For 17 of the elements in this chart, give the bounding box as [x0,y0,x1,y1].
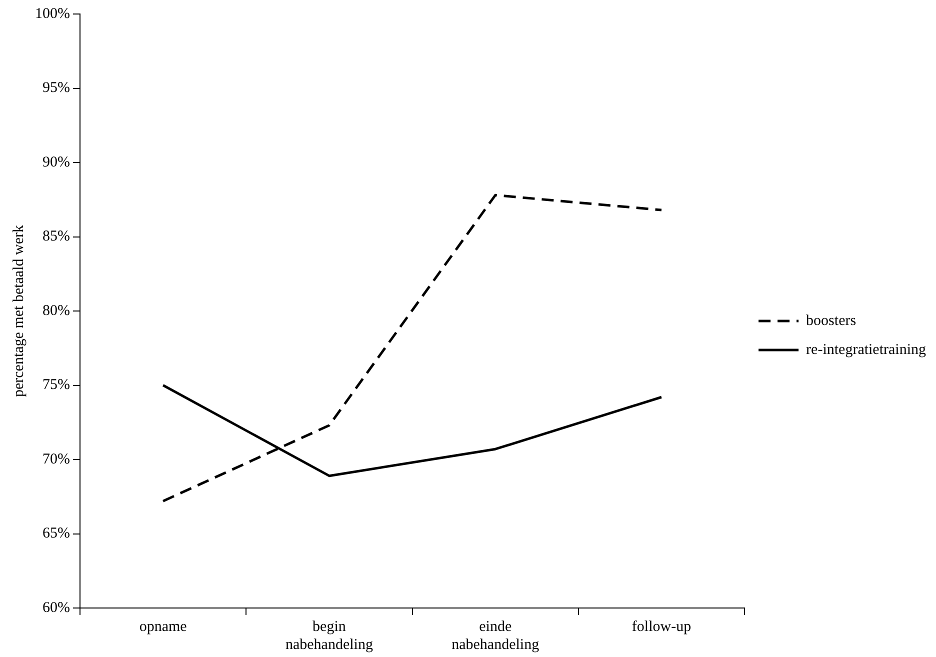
y-tick-label: 100% [34,6,70,22]
y-tick-label: 90% [42,154,70,170]
y-tick-label: 85% [42,228,70,245]
y-axis-title: percentage met betaald werk [10,224,27,397]
y-tick-label: 75% [42,377,70,394]
legend-label: re-integratietraining [806,342,926,358]
x-tick-label: opname [139,618,188,635]
y-tick-label: 95% [42,80,70,96]
line-series [162,194,663,502]
x-tick-label: begin nabehandeling [285,618,374,653]
y-tick-label: 65% [42,526,70,542]
x-tick-label: einde nabehandeling [452,618,540,653]
y-tick-label: 80% [42,302,70,319]
y-tick-label: 70% [42,451,70,468]
x-tick-label: follow-up [632,618,692,635]
legend-label: boosters [806,312,856,329]
y-tick-label: 60% [42,600,70,616]
